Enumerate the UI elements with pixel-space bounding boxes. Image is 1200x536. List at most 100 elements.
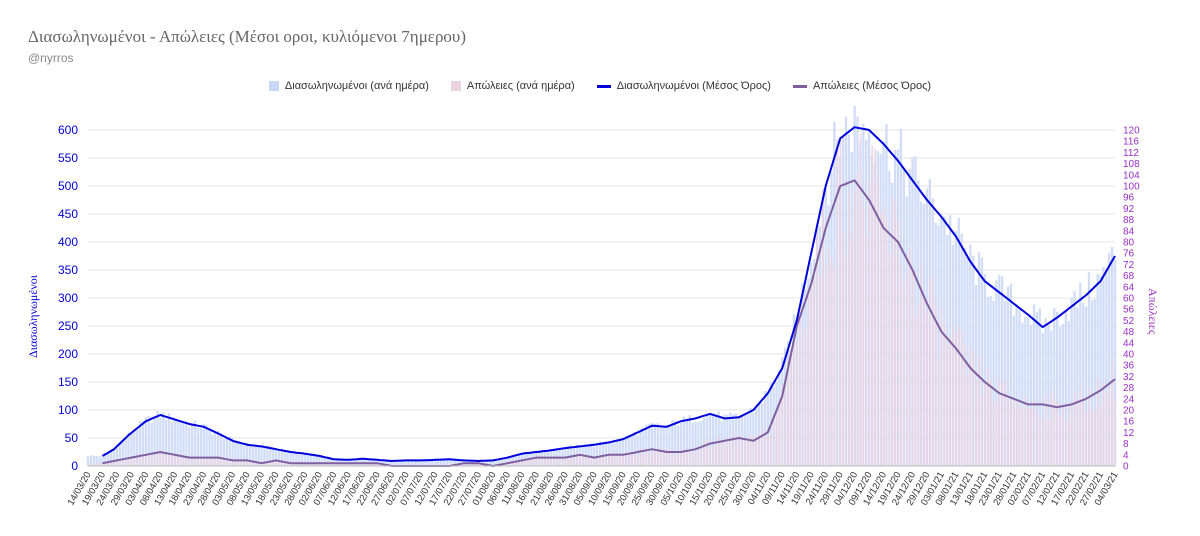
bar-deaths-daily <box>741 435 743 466</box>
bar-deaths-daily <box>749 434 752 466</box>
bar-deaths-daily <box>984 382 986 466</box>
bar-deaths-daily <box>214 457 217 466</box>
bar-intubated-daily <box>202 423 205 466</box>
bar-intubated-daily <box>425 460 428 466</box>
bar-deaths-daily <box>674 455 677 466</box>
bar-deaths-daily <box>353 463 356 466</box>
bar-intubated-daily <box>306 454 310 466</box>
bar-deaths-daily <box>752 435 755 466</box>
bar-intubated-daily <box>179 422 182 466</box>
bar-deaths-daily <box>139 453 142 466</box>
bar-intubated-daily <box>627 436 631 466</box>
bar-deaths-daily <box>541 456 544 466</box>
legend-item-deaths-avg[interactable]: Απώλειες (Μέσος Όρος) <box>792 80 932 92</box>
bar-intubated-daily <box>1044 318 1047 466</box>
bar-deaths-daily <box>813 277 816 466</box>
chart-title: Διασωληνωμένοι - Απώλειες (Μέσοι οροι, κ… <box>28 27 467 46</box>
bar-deaths-daily <box>639 448 642 466</box>
bar-intubated-daily <box>677 425 680 466</box>
bar-intubated-daily <box>381 460 385 466</box>
legend-label: Απώλειες (Μέσος Όρος) <box>812 80 932 92</box>
bar-deaths-daily <box>223 456 226 466</box>
bar-deaths-daily <box>1042 418 1044 466</box>
bar-intubated-daily <box>277 451 281 466</box>
bar-deaths-daily <box>660 448 662 466</box>
bar-deaths-daily <box>645 447 648 466</box>
bar-intubated-daily <box>639 428 642 466</box>
bar-intubated-daily <box>89 455 93 466</box>
bar-deaths-daily <box>848 189 850 466</box>
bar-intubated-daily <box>387 461 391 466</box>
bar-deaths-daily <box>315 462 318 466</box>
bar-deaths-daily <box>923 298 926 466</box>
bar-intubated-daily <box>659 425 662 466</box>
legend-item-deaths-daily[interactable]: Απώλειες (ανά ημέρα) <box>450 80 575 92</box>
bar-deaths-daily <box>188 456 191 466</box>
bar-deaths-daily <box>726 437 729 466</box>
bar-deaths-daily <box>946 344 949 466</box>
bar-deaths-daily <box>301 463 304 466</box>
bar-deaths-daily <box>200 457 202 466</box>
bar-deaths-daily <box>1071 411 1073 466</box>
y2-tick-label: 4 <box>1123 450 1129 461</box>
bar-deaths-daily <box>657 450 659 466</box>
bar-deaths-daily <box>232 460 234 466</box>
bar-deaths-daily <box>874 148 876 466</box>
legend-item-intubated-avg[interactable]: Διασωληνωμένοι (Μέσος Όρος) <box>596 80 771 92</box>
bar-deaths-daily <box>909 246 911 466</box>
bar-deaths-daily <box>932 277 934 466</box>
bar-deaths-daily <box>226 458 228 466</box>
bar-intubated-daily <box>86 456 90 466</box>
bar-deaths-daily <box>368 463 370 466</box>
bar-deaths-daily <box>463 463 466 466</box>
bar-intubated-daily <box>1001 276 1004 466</box>
legend-item-intubated-daily[interactable]: Διασωληνωμένοι (ανά ημέρα) <box>268 80 429 92</box>
bar-intubated-daily <box>1108 252 1111 466</box>
bar-deaths-daily <box>515 460 518 466</box>
bar-deaths-daily <box>1036 412 1038 466</box>
bar-deaths-daily <box>648 453 651 466</box>
bar-intubated-daily <box>150 423 153 466</box>
bar-intubated-daily <box>1009 283 1013 466</box>
bar-intubated-daily <box>231 438 234 466</box>
y-tick-label: 50 <box>65 431 79 445</box>
bar-deaths-daily <box>871 145 874 466</box>
bar-deaths-daily <box>480 463 483 466</box>
bar-intubated-daily <box>167 412 171 466</box>
bar-intubated-daily <box>1006 286 1010 466</box>
bar-intubated-daily <box>248 445 252 466</box>
bar-deaths-daily <box>755 441 758 466</box>
bar-deaths-daily <box>981 395 983 466</box>
bar-deaths-daily <box>877 177 879 466</box>
bar-deaths-daily <box>362 463 364 466</box>
bar-intubated-daily <box>153 415 156 466</box>
bar-intubated-daily <box>274 448 278 466</box>
bar-deaths-daily <box>1108 390 1111 466</box>
bar-deaths-daily <box>521 460 524 466</box>
bar-deaths-daily <box>122 458 124 466</box>
bar-deaths-daily <box>96 463 98 466</box>
bar-deaths-daily <box>208 459 211 466</box>
bar-intubated-daily <box>992 301 995 466</box>
bar-intubated-daily <box>431 459 434 466</box>
bar-deaths-daily <box>101 463 104 466</box>
bar-deaths-daily <box>969 346 972 466</box>
bar-deaths-daily <box>252 461 254 466</box>
bar-deaths-daily <box>1027 408 1030 466</box>
bar-intubated-daily <box>298 454 301 466</box>
legend-swatch <box>792 84 807 88</box>
bar-deaths-daily <box>836 139 839 466</box>
legend-swatch <box>450 81 461 91</box>
bar-deaths-daily <box>310 463 312 466</box>
bar-deaths-daily <box>856 172 859 466</box>
bar-intubated-daily <box>402 460 405 466</box>
bar-deaths-daily <box>156 453 159 466</box>
bar-deaths-daily <box>561 458 564 466</box>
bar-deaths-daily <box>964 344 966 466</box>
bar-deaths-daily <box>347 462 350 466</box>
bar-deaths-daily <box>171 452 173 466</box>
bar-deaths-daily <box>180 458 182 466</box>
bar-deaths-daily <box>1076 398 1079 466</box>
bar-intubated-daily <box>190 422 194 466</box>
